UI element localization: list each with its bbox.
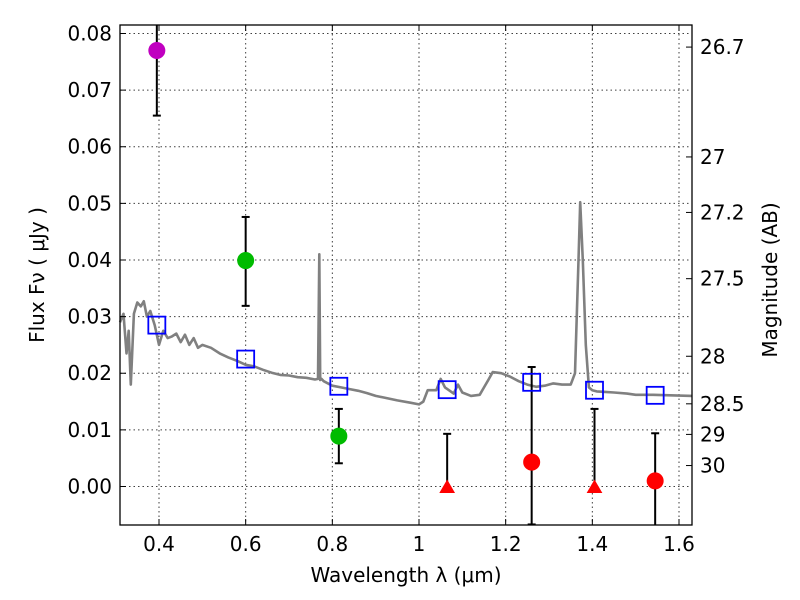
model-flux-square (147, 315, 167, 335)
magnitude-tick-label: 27.5 (700, 267, 745, 291)
x-tick-label: 0.4 (143, 532, 175, 556)
y-tick-label: 0.01 (67, 418, 112, 442)
flux-point (330, 427, 348, 445)
grid-layer (120, 25, 692, 525)
flux-point (523, 453, 541, 471)
x-tick-label: 0.6 (230, 532, 262, 556)
model-spectrum-line (118, 200, 693, 406)
y-tick-label: 0.02 (67, 361, 112, 385)
model-flux-square (645, 385, 665, 405)
y-axis-title: Flux Fν ( μJy ) (25, 207, 49, 343)
upper-limit-marker (439, 479, 456, 493)
x-tick-label: 1.4 (576, 532, 608, 556)
plot-frame (119, 24, 693, 526)
y-tick-label: 0.07 (67, 78, 112, 102)
y2-axis-title: Magnitude (AB) (758, 202, 782, 357)
y-tick-label: 0.00 (67, 474, 112, 498)
magnitude-tick-label: 27 (700, 145, 725, 169)
magnitude-tick-label: 28 (700, 344, 725, 368)
model-flux-square (585, 380, 604, 400)
x-tick-label: 1.6 (663, 532, 695, 556)
model-flux-square (437, 380, 457, 400)
flux-point (646, 472, 664, 490)
magnitude-tick-label: 27.2 (700, 200, 745, 224)
model-flux-square (236, 349, 256, 369)
y-tick-label: 0.08 (67, 21, 112, 45)
y-tick-label: 0.04 (67, 248, 112, 272)
y-tick-label: 0.03 (67, 305, 112, 329)
magnitude-tick-label: 28.5 (700, 392, 745, 416)
upper-limit-marker (586, 479, 603, 493)
marker-layer (147, 41, 665, 493)
y-tick-label: 0.06 (67, 135, 112, 159)
tick-layer: 0.4 0.6 0.8 1 1.2 1.4 1.6 0.00 0.01 0.02 0.03 0.04 0… (67, 21, 744, 556)
magnitude-tick-label: 29 (700, 422, 725, 446)
x-axis-title: Wavelength λ (μm) (310, 563, 501, 587)
magnitude-tick-label: 30 (700, 454, 725, 478)
model-flux-square (329, 376, 349, 396)
flux-point (148, 41, 166, 59)
magnitude-tick-label: 26.7 (700, 35, 745, 59)
x-tick-label: 1.2 (490, 532, 522, 556)
spectrum-layer (118, 200, 693, 406)
x-tick-label: 1 (413, 532, 426, 556)
y-tick-label: 0.05 (67, 191, 112, 215)
flux-point (237, 252, 255, 270)
model-flux-square (522, 372, 542, 392)
x-tick-label: 0.8 (316, 532, 348, 556)
